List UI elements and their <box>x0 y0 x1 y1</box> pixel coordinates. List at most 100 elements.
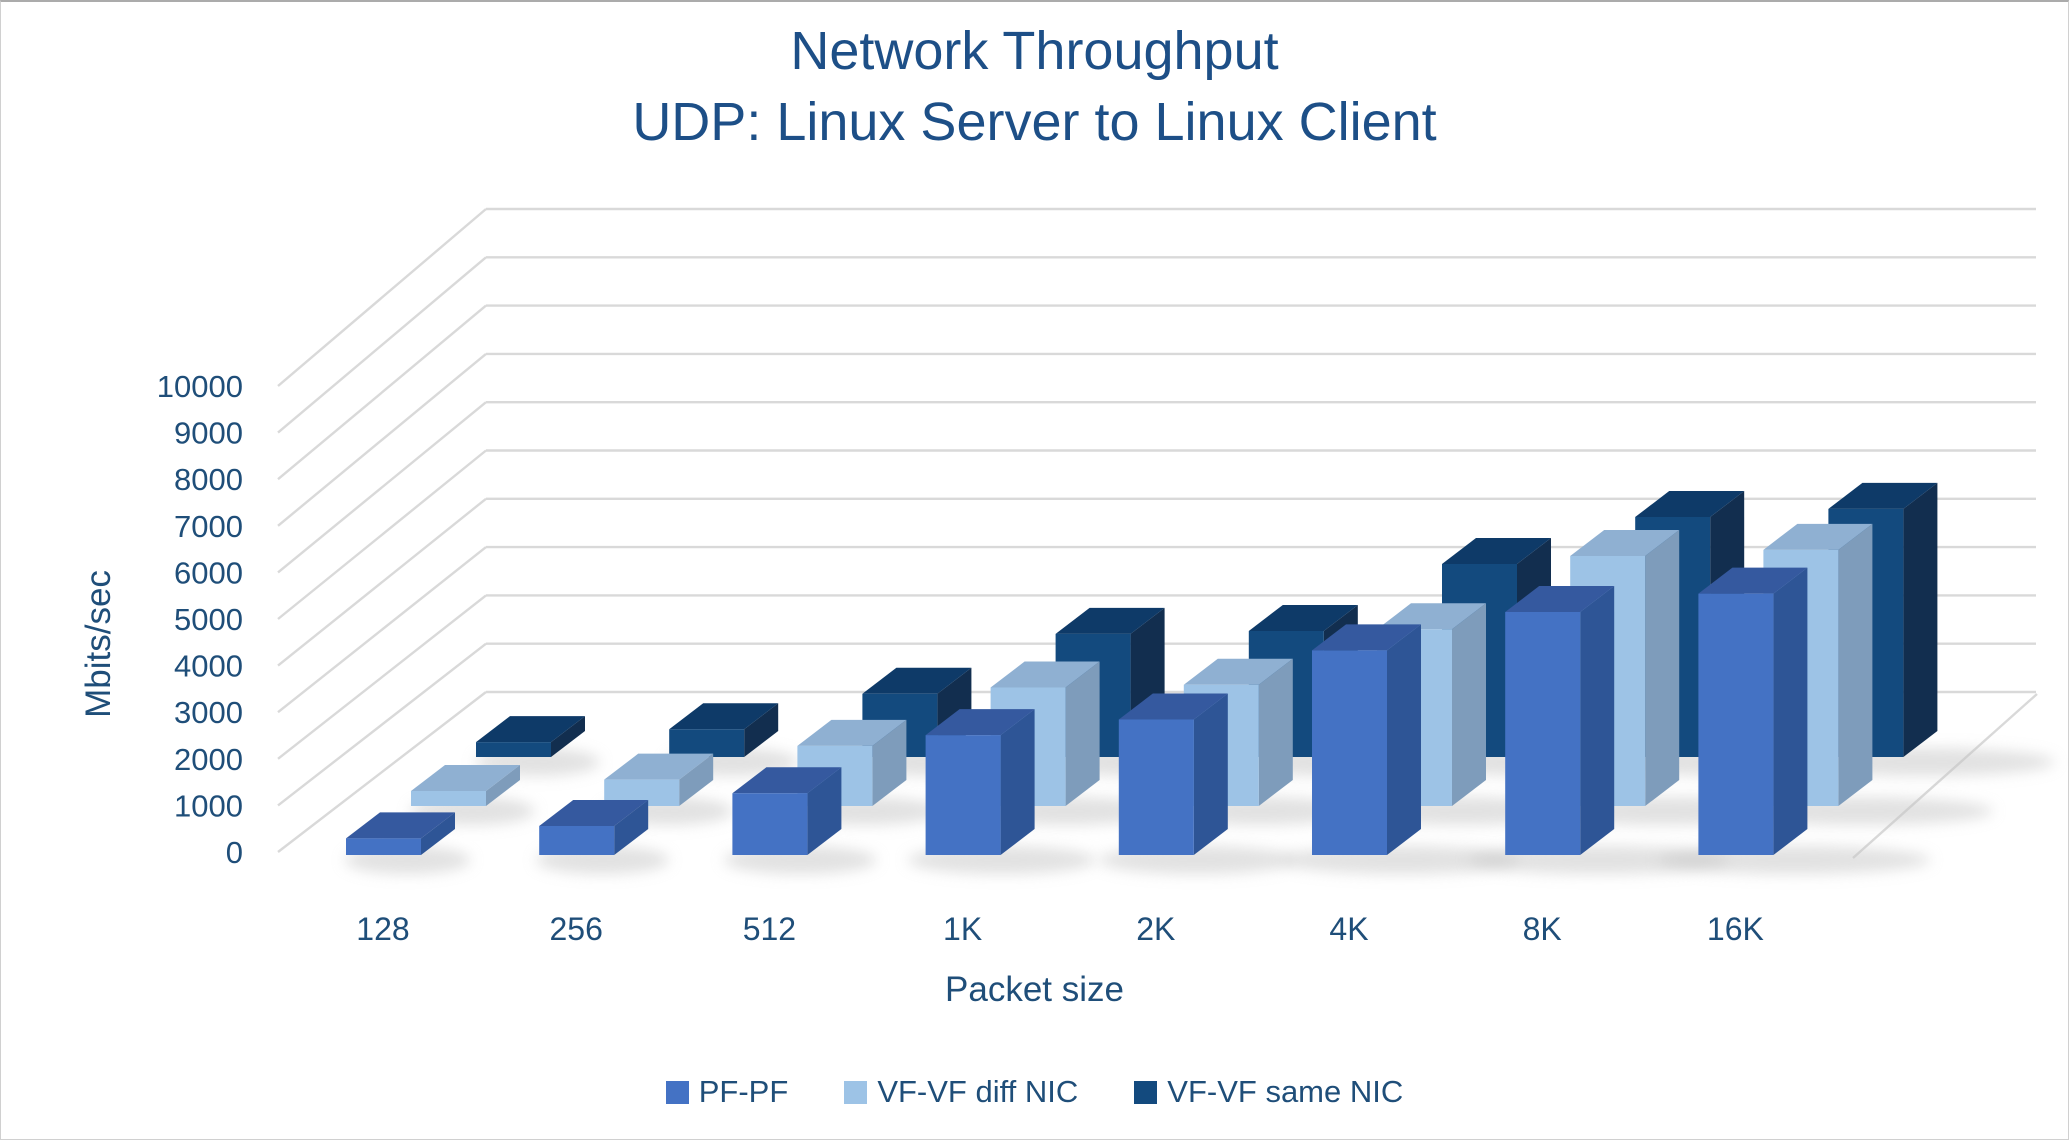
legend-label: VF-VF same NIC <box>1167 1074 1404 1109</box>
bar-front-face <box>732 793 808 855</box>
bar-side-face <box>486 764 520 806</box>
bar-top-face <box>1635 491 1745 518</box>
sidewall-gridline <box>277 594 487 760</box>
sidewall-gridline <box>277 401 487 574</box>
legend-item-0: PF-PF <box>665 1074 789 1110</box>
bar-pf-pf-1K <box>925 709 1035 855</box>
x-tick-label: 16K <box>1707 911 1764 947</box>
bar-top-face <box>346 812 455 839</box>
bar-side-face <box>1903 482 1938 757</box>
bar-top-face <box>797 719 907 746</box>
bar-top-face <box>1570 529 1680 556</box>
legend: PF-PF VF-VF diff NIC VF-VF same NIC <box>1 1074 2068 1110</box>
bar-side-face <box>744 703 779 757</box>
x-tick-label: 4K <box>1329 911 1368 947</box>
bar-front-face <box>1505 612 1581 855</box>
bar-top-face <box>732 767 842 794</box>
bar-pf-pf-8K <box>1505 586 1615 855</box>
legend-item-1: VF-VF diff NIC <box>844 1074 1078 1110</box>
y-tick-label: 4000 <box>174 649 243 684</box>
y-tick-label: 10000 <box>157 369 243 404</box>
sidewall-gridline <box>277 208 487 387</box>
bar-side-face <box>679 753 714 806</box>
bar-top-face <box>1183 658 1293 685</box>
sidewall-gridline <box>277 497 487 667</box>
sidewall-gridline <box>277 352 487 527</box>
y-tick-label: 0 <box>226 835 243 870</box>
legend-label: VF-VF diff NIC <box>877 1074 1079 1109</box>
bar-pf-pf-16K <box>1698 567 1808 855</box>
bar-side-face <box>1193 693 1228 855</box>
chart-subtitle: UDP: Linux Server to Linux Client <box>632 92 1437 152</box>
y-axis-title: Mbits/sec <box>79 570 118 718</box>
series-row-pf-pf <box>344 567 1931 874</box>
bar-front-face <box>1312 650 1387 855</box>
sidewall-gridline <box>277 304 487 481</box>
bar-side-face <box>1452 603 1486 806</box>
bar-side-face <box>1580 586 1615 855</box>
bar-top-face <box>862 667 972 694</box>
bar-vf-vf-diff-nic-256 <box>604 753 714 806</box>
x-tick-label: 512 <box>743 911 796 947</box>
bar-front-face <box>1698 593 1774 855</box>
bar-side-face <box>1000 709 1035 855</box>
bar-front-face <box>346 838 421 855</box>
bar-front-face <box>925 735 1001 855</box>
bar-front-face <box>604 779 680 806</box>
x-tick-label: 256 <box>550 911 603 947</box>
y-tick-label: 8000 <box>174 462 243 497</box>
bar-side-face <box>614 799 649 855</box>
sidewall-gridline <box>277 256 487 434</box>
bar-side-face <box>421 812 455 855</box>
bar-top-face <box>1505 586 1615 613</box>
x-tick-label: 2K <box>1136 911 1175 947</box>
bar-top-face <box>1442 537 1551 564</box>
bar-pf-pf-4K <box>1312 624 1421 855</box>
bar-top-face <box>669 703 779 730</box>
legend-item-2: VF-VF same NIC <box>1134 1074 1403 1110</box>
bar-vf-vf-same-nic-128 <box>476 716 585 757</box>
legend-swatch-icon <box>665 1080 689 1104</box>
y-tick-label: 6000 <box>174 555 243 590</box>
bar-top-face <box>539 799 649 826</box>
bar-front-face <box>539 825 615 855</box>
bar-vf-vf-same-nic-256 <box>669 703 779 757</box>
bar-front-face <box>476 742 551 757</box>
legend-swatch-icon <box>844 1080 868 1104</box>
y-tick-label: 7000 <box>174 509 243 544</box>
floor-right-edge <box>1852 693 2038 859</box>
x-tick-label: 8K <box>1523 911 1562 947</box>
bar-top-face <box>1763 523 1873 550</box>
bar-top-face <box>604 753 714 780</box>
bar-top-face <box>1055 607 1165 634</box>
y-tick-label: 9000 <box>174 416 243 451</box>
bar-top-face <box>1248 605 1358 632</box>
x-axis-tick-labels: 128 256 512 1K 2K 4K 8K 16K <box>356 911 1764 947</box>
sidewall-gridline <box>277 691 487 853</box>
bar-front-face <box>669 729 745 757</box>
bar-side-face <box>872 719 907 806</box>
bar-front-face <box>411 790 486 806</box>
x-tick-label: 128 <box>356 911 409 947</box>
legend-label: PF-PF <box>698 1074 789 1109</box>
legend-swatch-icon <box>1134 1080 1158 1104</box>
y-tick-label: 5000 <box>174 602 243 637</box>
bar-side-face <box>1645 529 1680 806</box>
bar-side-face <box>1065 661 1100 806</box>
bar-top-face <box>1312 624 1421 651</box>
bar-top-face <box>925 709 1035 736</box>
bar-pf-pf-256 <box>539 799 649 855</box>
sidewall-gridline <box>277 546 487 714</box>
bar-top-face <box>1828 482 1938 509</box>
y-tick-label: 2000 <box>174 742 243 777</box>
chart-title-block: Network Throughput UDP: Linux Server to … <box>1 16 2068 158</box>
bar-vf-vf-diff-nic-128 <box>411 764 520 806</box>
bar-top-face <box>1377 603 1486 630</box>
bar-top-face <box>476 716 585 743</box>
y-tick-label: 3000 <box>174 695 243 730</box>
x-axis-title: Packet size <box>945 970 1124 1009</box>
bar-side-face <box>1773 567 1808 855</box>
bar-side-face <box>1258 658 1293 806</box>
sidewall-gridline <box>277 449 487 620</box>
